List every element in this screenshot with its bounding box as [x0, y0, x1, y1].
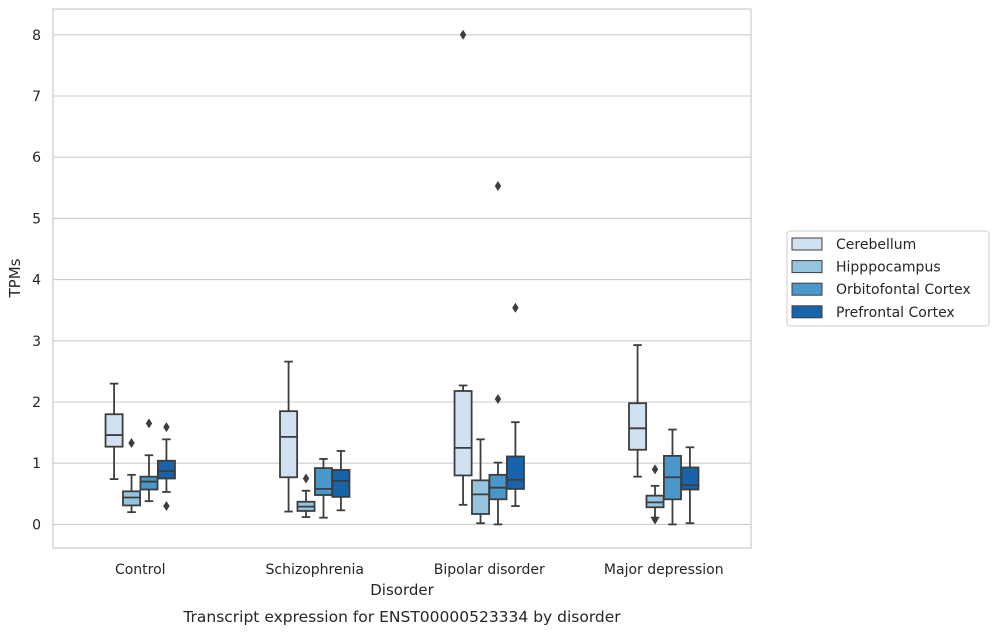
- legend-frame: [786, 230, 990, 327]
- box-0-3: [156, 422, 176, 512]
- box-3-0: [628, 344, 648, 478]
- box-body: [156, 459, 176, 480]
- box-body: [471, 479, 490, 515]
- box-body: [314, 467, 333, 496]
- chart-caption: Transcript expression for ENST0000052333…: [182, 608, 621, 626]
- legend-label-3: Prefrontal Cortex: [836, 305, 955, 321]
- y-tick-label-4: 4: [32, 273, 41, 289]
- y-tick-label-1: 1: [32, 456, 41, 472]
- y-tick-label-6: 6: [32, 150, 41, 166]
- legend-swatch-2: [791, 282, 823, 296]
- box-2-2: [488, 180, 508, 526]
- legend-swatch-1: [791, 260, 823, 274]
- y-tick-label-3: 3: [32, 334, 41, 350]
- box-body: [122, 490, 141, 507]
- box-3-1: [645, 464, 665, 525]
- y-axis-label: TPMs: [6, 258, 24, 298]
- outlier-0: [163, 501, 170, 512]
- legend: Cerebellum Hipppocampus Orbitofontal Corte…: [786, 230, 990, 327]
- outlier-0: [459, 29, 467, 40]
- legend-label-1: Hipppocampus: [836, 260, 941, 276]
- outlier-1: [163, 422, 170, 433]
- y-tick-label-8: 8: [32, 28, 41, 44]
- box-2-3: [505, 302, 525, 507]
- box-body: [453, 390, 473, 477]
- outlier-0: [512, 302, 519, 313]
- box-0-2: [139, 418, 159, 503]
- box-body: [139, 475, 159, 491]
- y-axis-ticks: 0 1 2 3 4 5 6 7 8: [32, 28, 41, 534]
- box-body: [279, 410, 299, 479]
- x-tick-label-0: Control: [115, 562, 166, 578]
- box-body: [331, 469, 351, 498]
- y-tick-label-0: 0: [32, 517, 41, 533]
- x-tick-label-1: Schizophrenia: [266, 562, 364, 578]
- outlier-1: [494, 180, 502, 191]
- box-groups: [104, 29, 700, 526]
- box-2-0: [453, 29, 473, 506]
- box-0-0: [104, 382, 124, 481]
- box-body: [628, 402, 648, 451]
- box-body: [645, 494, 665, 509]
- box-body: [104, 413, 124, 448]
- box-1-1: [296, 473, 316, 518]
- legend-swatch-3: [791, 305, 823, 319]
- outlier-0: [651, 514, 659, 525]
- box-body: [680, 466, 700, 491]
- box-2-1: [471, 438, 490, 525]
- outlier-1: [651, 464, 659, 475]
- box-3-3: [680, 446, 700, 525]
- y-tick-label-5: 5: [32, 211, 41, 227]
- outlier-0: [128, 438, 135, 449]
- plot-background: [53, 9, 751, 548]
- legend-label-2: Orbitofontal Cortex: [836, 282, 971, 298]
- box-1-3: [331, 450, 351, 512]
- gridlines: [53, 34, 751, 525]
- y-tick-label-7: 7: [32, 89, 41, 105]
- x-axis-ticks: Control Schizophrenia Bipolar disorder Majo…: [115, 562, 724, 578]
- outlier-0: [302, 473, 310, 484]
- legend-swatch-0: [791, 237, 823, 251]
- plot-frame: [52, 8, 752, 549]
- x-axis-label: Disorder: [370, 581, 434, 599]
- box-body: [505, 455, 525, 490]
- legend-label-0: Cerebellum: [836, 237, 916, 253]
- x-tick-label-3: Major depression: [604, 562, 724, 578]
- outlier-0: [494, 393, 502, 404]
- box-0-1: [122, 438, 141, 514]
- box-1-0: [279, 360, 299, 513]
- x-tick-label-2: Bipolar disorder: [434, 562, 545, 578]
- y-tick-label-2: 2: [32, 395, 41, 411]
- outlier-0: [145, 418, 153, 429]
